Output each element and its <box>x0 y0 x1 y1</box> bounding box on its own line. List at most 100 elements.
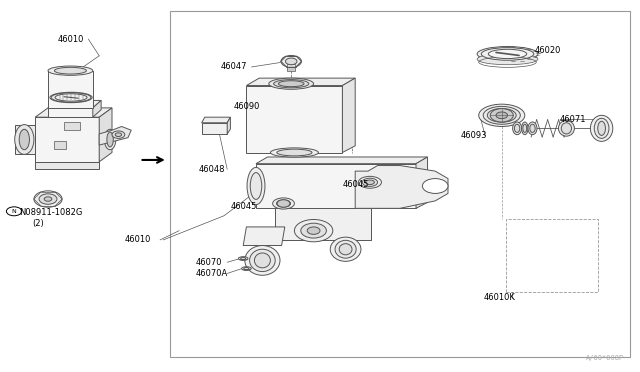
Ellipse shape <box>238 257 248 260</box>
Ellipse shape <box>254 253 270 268</box>
Ellipse shape <box>104 129 116 150</box>
Text: 46010K: 46010K <box>483 293 515 302</box>
Ellipse shape <box>522 122 528 135</box>
Polygon shape <box>275 206 371 240</box>
Bar <box>170 11 630 357</box>
Circle shape <box>44 197 52 201</box>
Ellipse shape <box>477 46 538 61</box>
Text: 46048: 46048 <box>198 165 225 174</box>
Polygon shape <box>48 108 93 117</box>
Text: 46010: 46010 <box>125 235 151 244</box>
Polygon shape <box>256 164 416 208</box>
Text: 46070: 46070 <box>195 258 221 267</box>
Ellipse shape <box>558 121 575 136</box>
Ellipse shape <box>488 49 527 58</box>
Bar <box>64 122 80 130</box>
Polygon shape <box>99 108 112 162</box>
Bar <box>54 141 66 149</box>
Circle shape <box>281 55 301 67</box>
Polygon shape <box>342 78 355 153</box>
Ellipse shape <box>530 124 535 132</box>
Polygon shape <box>246 78 355 86</box>
Text: N08911-1082G: N08911-1082G <box>19 208 83 217</box>
Ellipse shape <box>561 123 572 134</box>
Ellipse shape <box>277 149 312 156</box>
Ellipse shape <box>247 167 265 205</box>
Ellipse shape <box>515 124 520 132</box>
Ellipse shape <box>479 104 525 126</box>
Polygon shape <box>416 157 428 208</box>
Ellipse shape <box>477 54 538 65</box>
Ellipse shape <box>594 118 609 138</box>
Ellipse shape <box>362 178 378 186</box>
Ellipse shape <box>590 115 613 141</box>
Text: N: N <box>12 209 17 214</box>
Polygon shape <box>93 100 101 117</box>
Polygon shape <box>202 123 227 134</box>
Text: 46071: 46071 <box>560 115 586 124</box>
Polygon shape <box>243 227 285 246</box>
Ellipse shape <box>273 198 294 209</box>
Circle shape <box>285 58 297 65</box>
Text: 46093: 46093 <box>461 131 487 140</box>
Polygon shape <box>35 162 99 169</box>
Polygon shape <box>256 157 428 164</box>
Ellipse shape <box>242 267 252 270</box>
Polygon shape <box>246 86 342 153</box>
Ellipse shape <box>269 78 314 89</box>
Ellipse shape <box>488 108 516 122</box>
Ellipse shape <box>241 257 246 260</box>
Text: 46045: 46045 <box>230 202 257 211</box>
Ellipse shape <box>523 124 527 132</box>
Ellipse shape <box>483 106 520 124</box>
Text: 46010: 46010 <box>58 35 84 44</box>
Ellipse shape <box>278 81 304 87</box>
Circle shape <box>115 133 122 137</box>
Ellipse shape <box>250 173 262 199</box>
Polygon shape <box>48 100 101 108</box>
Polygon shape <box>35 108 112 117</box>
Circle shape <box>294 219 333 242</box>
Ellipse shape <box>513 122 522 135</box>
Text: (2): (2) <box>32 219 44 228</box>
Ellipse shape <box>48 66 93 75</box>
Polygon shape <box>227 117 230 134</box>
Text: 46020: 46020 <box>534 46 561 55</box>
Ellipse shape <box>107 132 113 147</box>
Polygon shape <box>35 117 99 162</box>
Bar <box>506 219 598 292</box>
Text: 46045: 46045 <box>342 180 369 189</box>
Ellipse shape <box>271 148 319 157</box>
Text: 46070A: 46070A <box>195 269 227 278</box>
Ellipse shape <box>481 48 534 60</box>
Ellipse shape <box>15 125 34 154</box>
Ellipse shape <box>365 180 374 185</box>
Circle shape <box>277 200 290 207</box>
Circle shape <box>39 194 57 204</box>
Ellipse shape <box>358 176 381 188</box>
Ellipse shape <box>335 240 356 258</box>
Ellipse shape <box>19 129 29 150</box>
Polygon shape <box>355 166 448 208</box>
Circle shape <box>496 112 508 119</box>
Circle shape <box>307 227 320 234</box>
Polygon shape <box>15 125 35 154</box>
Ellipse shape <box>55 94 87 101</box>
Ellipse shape <box>244 246 280 275</box>
Text: 46090: 46090 <box>234 102 260 110</box>
Ellipse shape <box>276 200 291 207</box>
Text: A/60*008P: A/60*008P <box>586 355 624 361</box>
Circle shape <box>112 131 125 138</box>
Bar <box>287 64 295 71</box>
Circle shape <box>490 109 513 122</box>
Ellipse shape <box>274 80 309 88</box>
Ellipse shape <box>330 237 361 261</box>
Ellipse shape <box>598 121 605 135</box>
Polygon shape <box>99 126 131 145</box>
Circle shape <box>422 179 448 193</box>
Text: 46047: 46047 <box>221 62 247 71</box>
Circle shape <box>301 223 326 238</box>
Ellipse shape <box>51 93 91 102</box>
Polygon shape <box>48 71 93 108</box>
Ellipse shape <box>244 267 249 270</box>
